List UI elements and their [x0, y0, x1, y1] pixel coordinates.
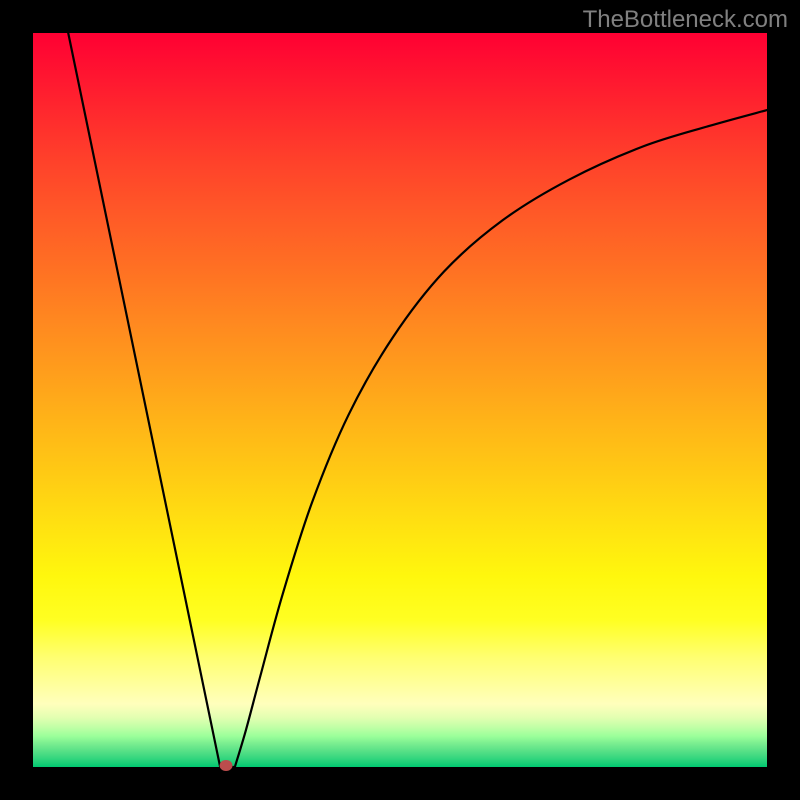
optimal-point-marker — [220, 760, 233, 771]
chart-container: TheBottleneck.com — [0, 0, 800, 800]
bottleneck-chart — [0, 0, 800, 800]
watermark-text: TheBottleneck.com — [583, 6, 788, 34]
